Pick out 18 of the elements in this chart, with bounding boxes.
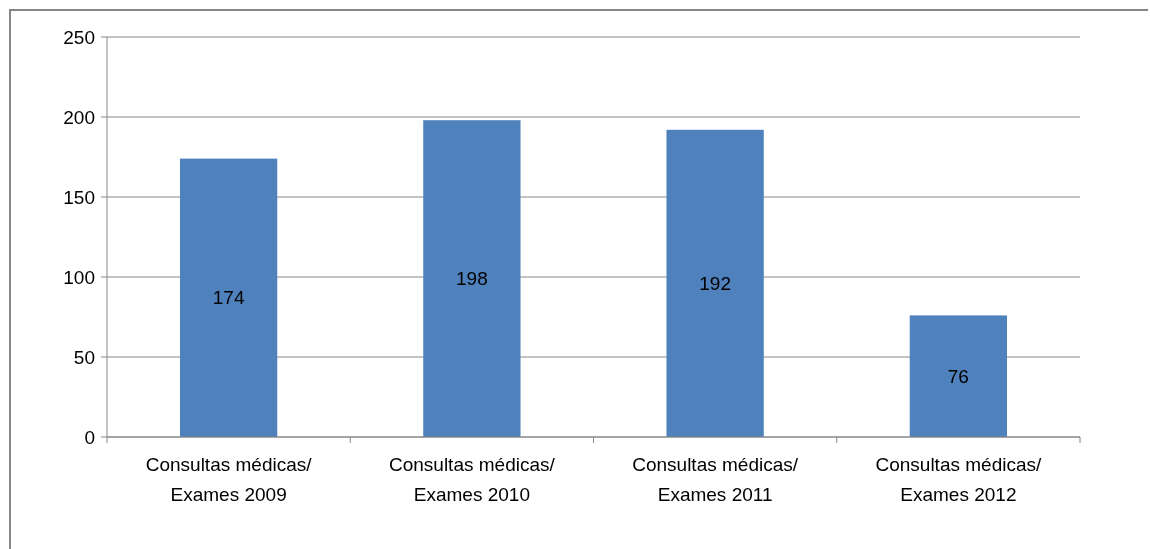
bar (909, 315, 1008, 437)
y-tick-label: 200 (63, 106, 95, 128)
y-tick-label: 0 (84, 426, 95, 448)
data-label: 76 (947, 365, 969, 387)
bar (423, 120, 521, 437)
data-label: 192 (699, 273, 731, 295)
data-label: 174 (212, 287, 245, 309)
y-tick-label: 100 (63, 266, 95, 288)
x-tick-label: Consultas médicas/ Exames 2010 (388, 454, 556, 505)
x-tick-label: Consultas médicas/ Exames 2012 (875, 454, 1042, 505)
y-tick-label: 150 (63, 186, 95, 208)
y-tick-label: 50 (73, 346, 95, 368)
x-tick-label: Consultas médicas/ Exames 2011 (632, 454, 799, 505)
bar (179, 158, 278, 437)
bar (666, 129, 764, 437)
y-tick-label: 250 (63, 26, 95, 48)
x-tick-label: Consultas médicas/ Exames 2009 (145, 454, 313, 505)
data-label: 198 (456, 268, 488, 290)
